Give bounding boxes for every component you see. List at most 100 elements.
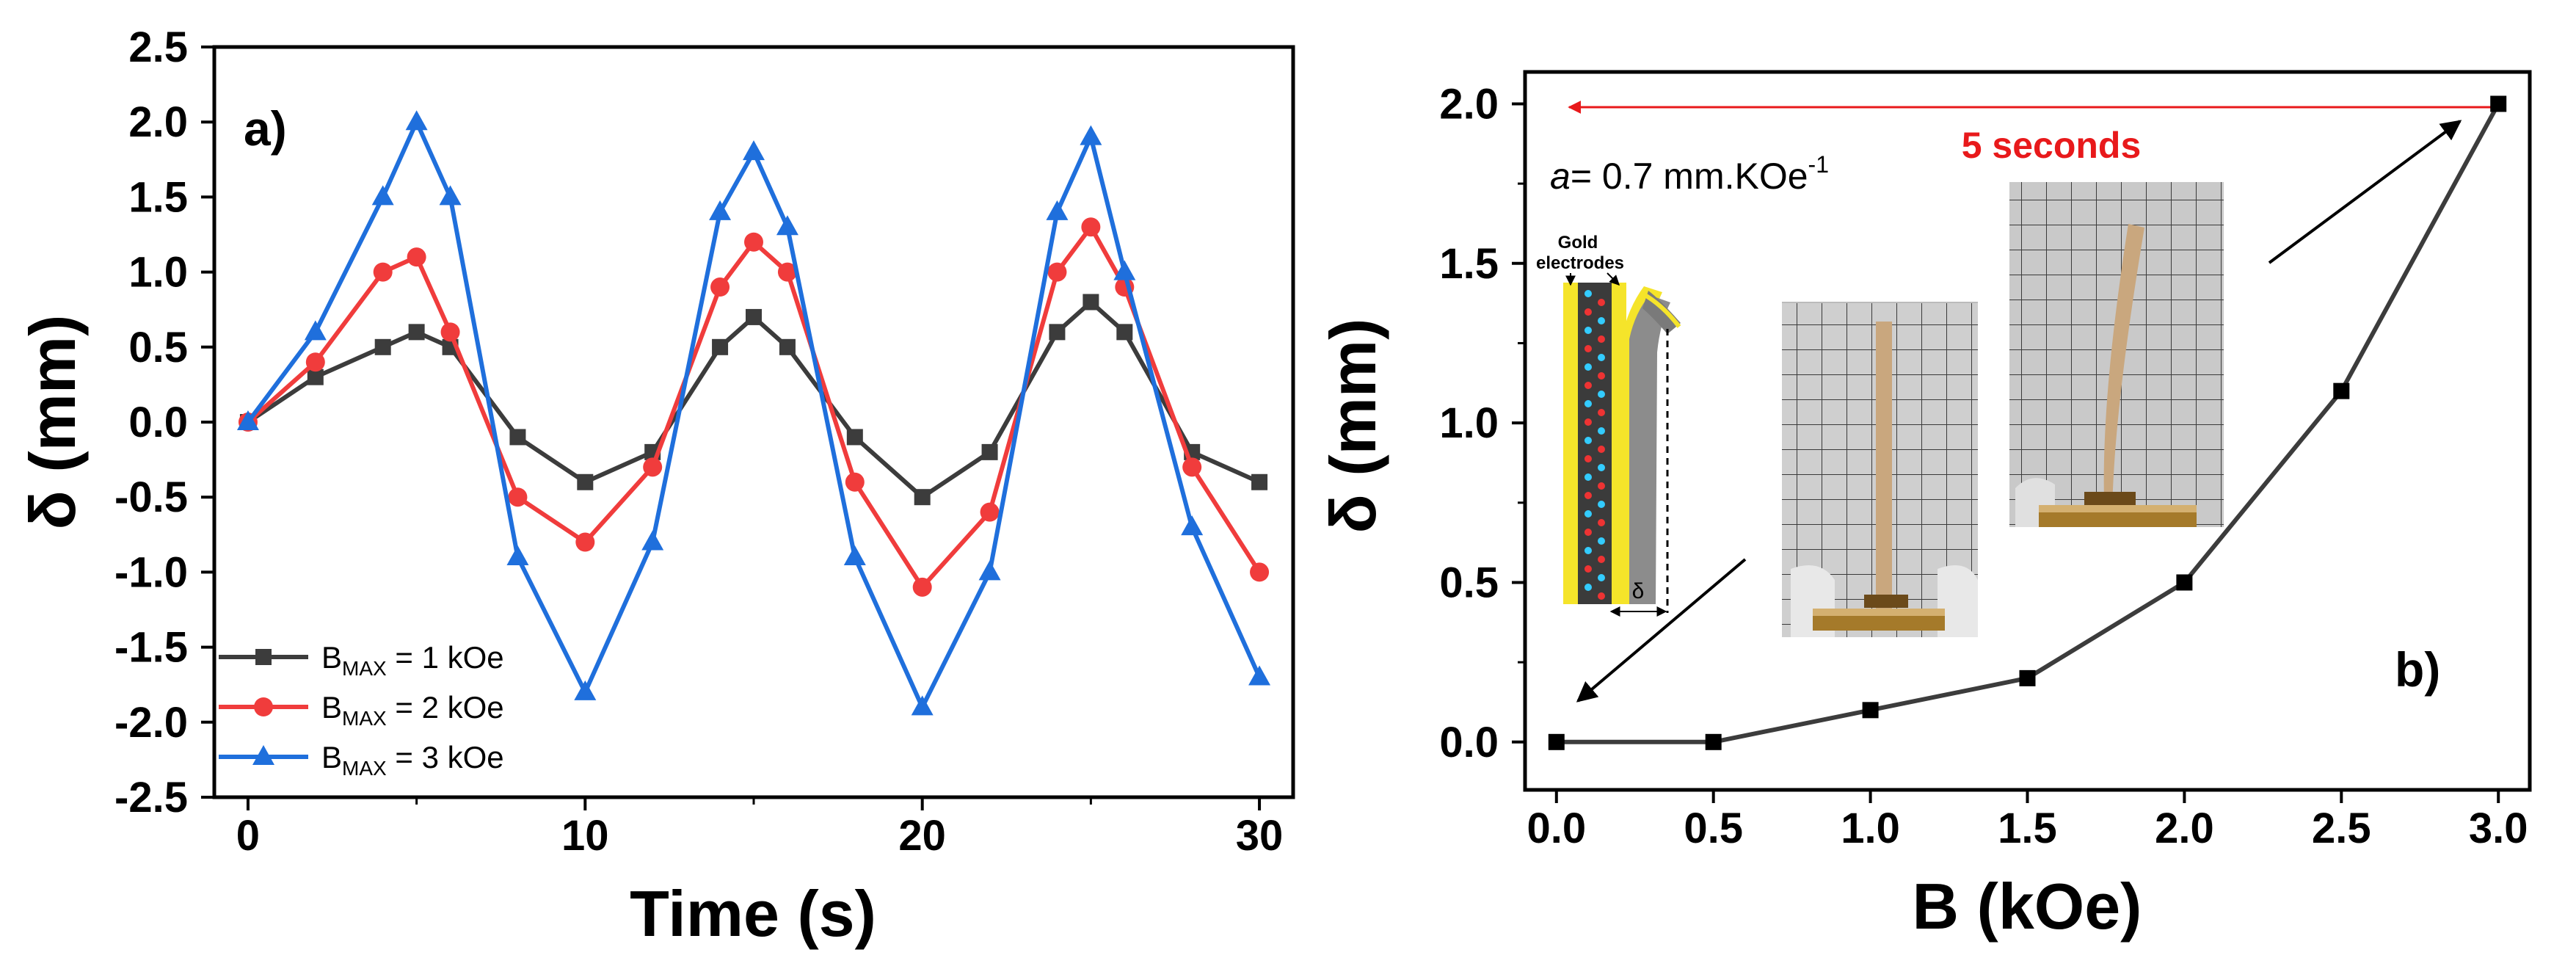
panel-a-y-tick-label: 1.5	[128, 173, 188, 221]
panel-a-series-3-point	[371, 185, 394, 206]
panel-b-y-tick-label: 2.0	[1439, 80, 1499, 128]
inset-charge-dot	[1598, 574, 1605, 581]
panel-a-series-2-point	[305, 352, 325, 372]
panel-a-y-tick-label: -2.5	[114, 774, 188, 821]
inset-delta-label: δ	[1632, 579, 1645, 603]
inset-charge-dot	[1584, 290, 1592, 297]
panel-a-series-2-point	[1047, 262, 1067, 282]
panel-a-series-3-point	[709, 200, 732, 220]
inset-gold-label-line1: Gold	[1558, 233, 1598, 253]
panel-a-series-1-point	[746, 308, 762, 325]
panel-a-series-3-point	[743, 140, 765, 161]
time-span-label: 5 seconds	[1962, 125, 2142, 166]
panel-b-data-point	[1548, 733, 1565, 750]
panel-b-x-axis-label: B (kOe)	[1913, 870, 2142, 943]
inset-charge-dot	[1598, 464, 1605, 471]
panel-a-series-1-point	[1116, 324, 1133, 341]
panel-a-series-2-point	[1250, 562, 1270, 582]
legend-marker-2	[254, 697, 273, 716]
panel-a-series-2-point	[980, 502, 1000, 522]
inset-charge-dot	[1584, 473, 1592, 481]
inset-charge-dot	[1598, 409, 1605, 416]
panel-a-series-3-point	[236, 410, 259, 430]
inset-charge-dot	[1584, 565, 1592, 573]
panel-b-y-tick-label: 1.0	[1439, 399, 1499, 447]
panel-a-y-tick-label: 0.5	[128, 324, 188, 371]
inset-charge-dot	[1584, 584, 1592, 591]
inset-charge-dot	[1598, 317, 1605, 324]
inset-charge-dot	[1598, 299, 1605, 306]
inset-charge-dot	[1598, 556, 1605, 563]
panel-b-data-point	[2176, 574, 2193, 591]
panel-a-series-1-point	[509, 429, 526, 446]
slope-annotation: a= 0.7 mm.KOe-1	[1550, 151, 1829, 197]
panel-b-x-tick-label: 0.0	[1527, 805, 1586, 852]
inset-charge-dot	[1584, 547, 1592, 554]
legend-marker-3	[252, 745, 274, 765]
panel-b-x-tick-label: 3.0	[2469, 805, 2528, 852]
inset-charge-dot	[1598, 354, 1605, 361]
panel-b-y-tick-label: 0.5	[1439, 559, 1499, 606]
legend-entry-3: BMAX = 3 kOe	[321, 740, 504, 780]
panel-a-series-1-point	[1049, 324, 1066, 341]
panel-a-y-tick-label: 0.0	[128, 399, 188, 446]
inset-charge-dot	[1598, 427, 1605, 435]
panel-a-series-1-point	[846, 429, 863, 446]
inset-charge-dot	[1584, 308, 1592, 316]
panel-a-series-2-point	[845, 472, 865, 492]
panel-a-series-3-point	[439, 185, 462, 206]
panel-a-series-2-point	[744, 232, 763, 252]
panel-a-series-2-point	[575, 532, 595, 552]
panel-a-series-1-point	[374, 338, 391, 355]
panel-b-x-tick-label: 2.0	[2155, 805, 2214, 852]
legend-entry-1: BMAX = 1 kOe	[321, 640, 504, 680]
panel-b-data-point	[1862, 702, 1879, 719]
panel-a-series-2-point	[1182, 457, 1202, 477]
arrow-to-max	[2268, 120, 2462, 264]
panel-a-series-line-1	[247, 300, 1261, 500]
inset-charge-dot	[1584, 529, 1592, 536]
panel-a-series-1-point	[779, 338, 796, 355]
panel-a-series-3-point	[843, 545, 866, 565]
inset-charge-dot	[1598, 592, 1605, 600]
panel-b-y-tick-label: 1.5	[1439, 240, 1499, 288]
panel-a-series-2-point	[508, 487, 528, 507]
panel-a-x-tick-label: 20	[898, 812, 946, 860]
inset-charge-dot	[1584, 455, 1592, 462]
inset-charge-dot	[1598, 335, 1605, 343]
panel-a-series-3-point	[1046, 200, 1069, 220]
inset-charge-dot	[1598, 446, 1605, 453]
panel-a-series-3-point	[641, 530, 664, 551]
panel-b-chart: 0.0 0.5 1.0 1.5 2.0 2.5 3.0 0.0 0.5 1.0 1.5 2.0 Gol…	[1317, 70, 2532, 943]
panel-a-series-3-point	[978, 560, 1001, 581]
inset-charge-dot	[1598, 482, 1605, 490]
inset-charge-dot	[1584, 363, 1592, 371]
panel-a-series-line-2	[246, 225, 1262, 589]
inset-charge-dot	[1584, 345, 1592, 352]
panel-a-series-3-point	[304, 320, 327, 341]
panel-b-data-point	[2490, 95, 2507, 112]
inset-charge-dot	[1584, 382, 1592, 389]
panel-a-series-3-point	[776, 215, 798, 236]
panel-a-series-1-point	[307, 369, 324, 385]
panel-b-x-tick-label: 1.0	[1841, 805, 1900, 852]
panel-a-series	[236, 110, 1271, 716]
panel-a-y-tick-label: -1.5	[114, 624, 188, 672]
panel-a-y-tick-label: -0.5	[114, 473, 188, 521]
legend-entry-2: BMAX = 2 kOe	[321, 690, 504, 730]
panel-a-series-1-point	[577, 473, 594, 490]
cantilever-photo-rest	[1782, 302, 1978, 637]
panel-b-label: b)	[2395, 642, 2440, 697]
inset-charge-dot	[1584, 510, 1592, 518]
panel-a-y-tick-label: 2.5	[128, 23, 188, 71]
panel-a-series-1-point	[1251, 473, 1268, 490]
arrow-to-origin	[1576, 558, 1747, 703]
panel-a-series-line-3	[246, 120, 1262, 710]
panel-b-x-tick-label: 2.5	[2312, 805, 2371, 852]
panel-a-y-axis-label: δ (mm)	[16, 315, 89, 530]
panel-a-y-tick-label: 2.0	[128, 98, 188, 146]
panel-a-series-3-point	[1080, 125, 1102, 145]
panel-a-series-1-point	[981, 443, 998, 460]
panel-a-series-2-point	[710, 277, 730, 297]
